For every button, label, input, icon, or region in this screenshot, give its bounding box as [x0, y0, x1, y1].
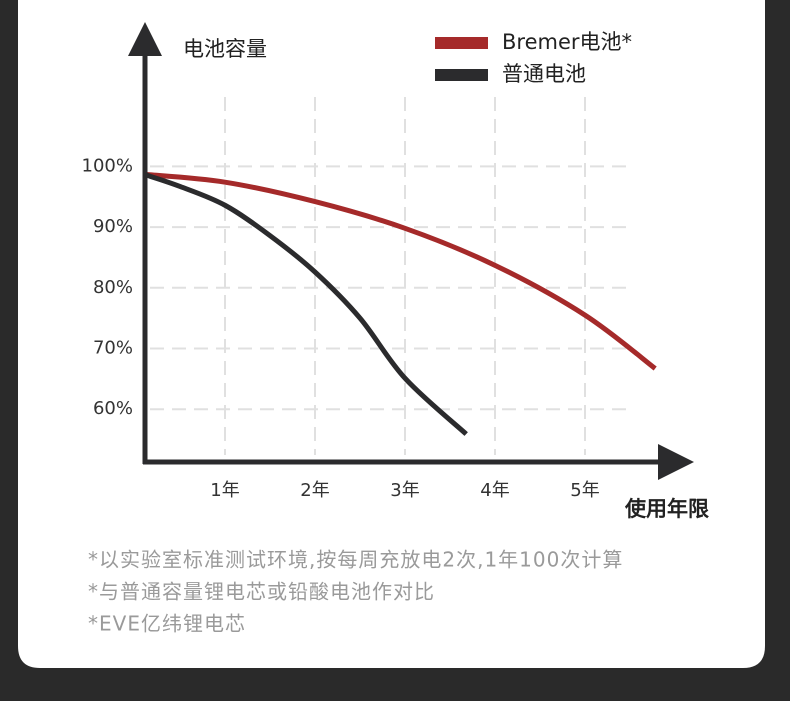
footnote: *与普通容量锂电芯或铅酸电池作对比 [88, 580, 435, 604]
x-tick-label: 5年 [570, 480, 599, 501]
y-axis-label: 电池容量 [183, 37, 267, 61]
y-tick-label: 90% [93, 216, 133, 237]
x-tick-label: 1年 [210, 480, 239, 501]
x-axis-label: 使用年限 [624, 497, 709, 521]
y-tick-label: 80% [93, 277, 133, 298]
legend: Bremer电池* 普通电池 [435, 30, 632, 86]
y-tick-label: 100% [82, 155, 133, 176]
footnote: *以实验室标准测试环境,按每周充放电2次,1年100次计算 [88, 548, 623, 572]
y-tick-label: 60% [93, 398, 133, 419]
plot [143, 171, 657, 436]
x-tick-label: 4年 [480, 480, 509, 501]
legend-label: 普通电池 [502, 62, 586, 86]
footnote: *EVE亿纬锂电芯 [88, 612, 246, 636]
y-arrow [128, 22, 162, 56]
x-tick-label: 3年 [390, 480, 419, 501]
notes: *以实验室标准测试环境,按每周充放电2次,1年100次计算 *与普通容量锂电芯或铅… [88, 548, 623, 636]
legend-swatch [435, 69, 488, 81]
y-tick-label: 70% [93, 337, 133, 358]
series-line [143, 171, 468, 436]
x-arrow [658, 444, 694, 480]
legend-label: Bremer电池* [502, 30, 632, 54]
legend-swatch [435, 37, 488, 49]
x-tick-label: 2年 [300, 480, 329, 501]
series-line [143, 171, 657, 371]
grid: 60% 70% 80% 90% 100% 1年 2年 3年 4年 5年 [82, 97, 632, 501]
